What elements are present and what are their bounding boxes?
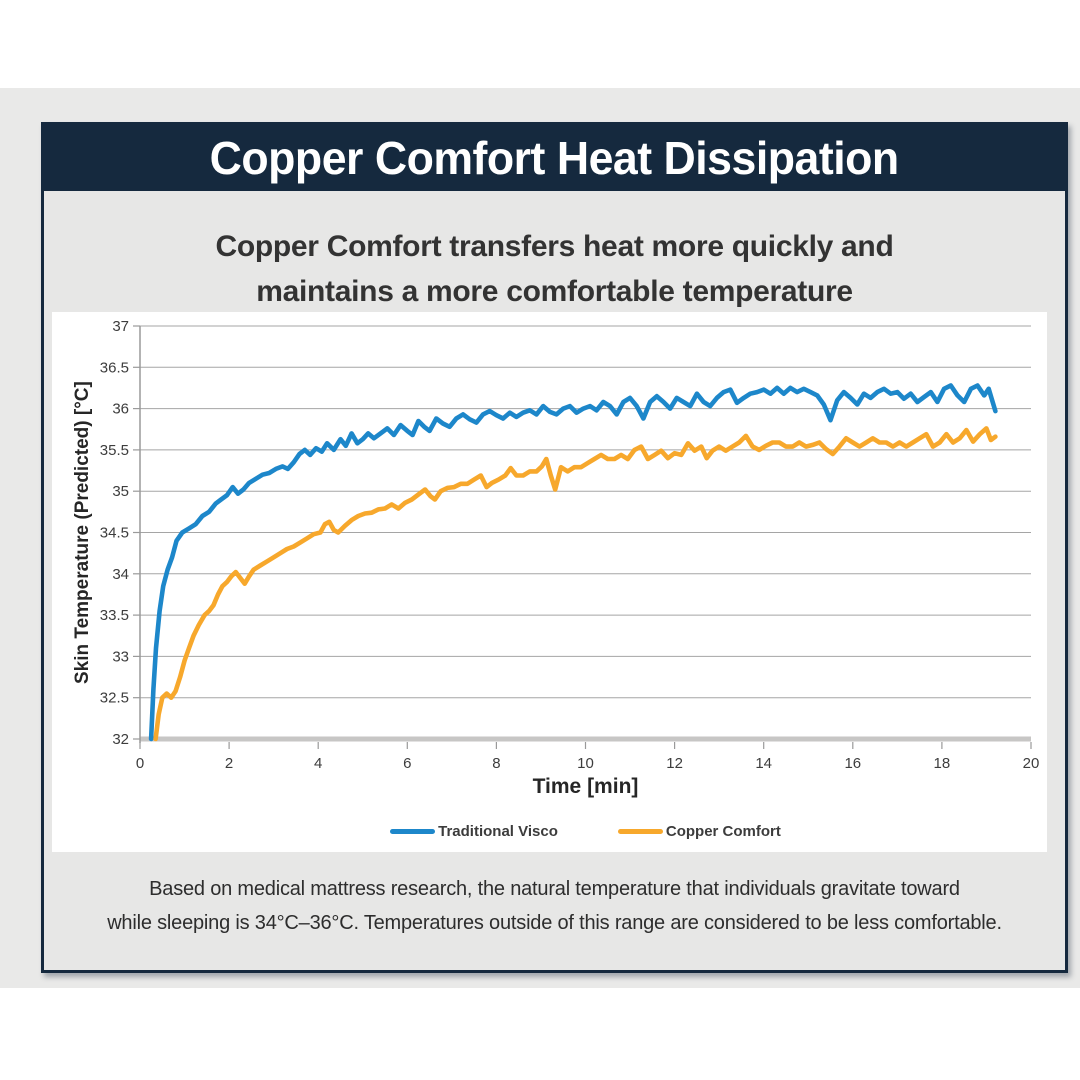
svg-text:18: 18 [934,755,951,772]
footnote-line1: Based on medical mattress research, the … [149,878,960,900]
svg-text:16: 16 [844,755,861,772]
svg-text:35.5: 35.5 [100,442,129,459]
svg-text:20: 20 [1023,755,1040,772]
chart-panel: 32 32.5 33 33.5 34 34.5 35 35.5 36 36.5 37 0 2 4 6 8 10 1… [52,312,1047,852]
svg-text:36: 36 [112,401,129,418]
footnote: Based on medical mattress research, the … [44,872,1065,941]
svg-text:33: 33 [112,648,129,665]
chart-subtitle-line1: Copper Comfort transfers heat more quick… [215,230,894,263]
svg-text:35: 35 [112,483,129,500]
legend-item-copper-comfort: Copper Comfort [617,823,781,840]
legend-marker-traditional-visco [390,829,436,834]
x-axis-title: Time [min] [532,775,639,798]
svg-text:37: 37 [112,318,129,335]
line-chart: 32 32.5 33 33.5 34 34.5 35 35.5 36 36.5 37 0 2 4 6 8 10 1… [100,318,1040,772]
svg-text:34.5: 34.5 [100,525,129,542]
svg-text:12: 12 [666,755,683,772]
chart-subtitle-line2: maintains a more comfortable temperature [256,275,853,308]
y-axis-title: Skin Temperature (Predicted) [°C] [72,381,93,684]
chart-subtitle: Copper Comfort transfers heat more quick… [44,224,1065,314]
infographic-card: Copper Comfort Heat Dissipation Copper C… [41,122,1068,973]
svg-text:2: 2 [225,755,233,772]
svg-text:36.5: 36.5 [100,359,129,376]
svg-text:32.5: 32.5 [100,690,129,707]
chart-legend: Traditional Visco Copper Comfort [140,823,1031,840]
svg-text:34: 34 [112,566,129,583]
svg-text:0: 0 [136,755,144,772]
svg-text:8: 8 [492,755,500,772]
legend-item-traditional-visco: Traditional Visco [390,823,558,840]
svg-text:6: 6 [403,755,411,772]
svg-text:10: 10 [577,755,594,772]
title-bar: Copper Comfort Heat Dissipation [44,125,1065,191]
svg-text:14: 14 [755,755,772,772]
page-title: Copper Comfort Heat Dissipation [209,132,900,184]
svg-text:32: 32 [112,731,129,748]
legend-label-copper-comfort: Copper Comfort [665,823,781,840]
legend-marker-copper-comfort [617,829,663,834]
legend-label-traditional-visco: Traditional Visco [438,823,558,840]
svg-text:33.5: 33.5 [100,607,129,624]
footnote-line2: while sleeping is 34°C–36°C. Temperature… [107,912,1002,935]
svg-text:4: 4 [314,755,322,772]
